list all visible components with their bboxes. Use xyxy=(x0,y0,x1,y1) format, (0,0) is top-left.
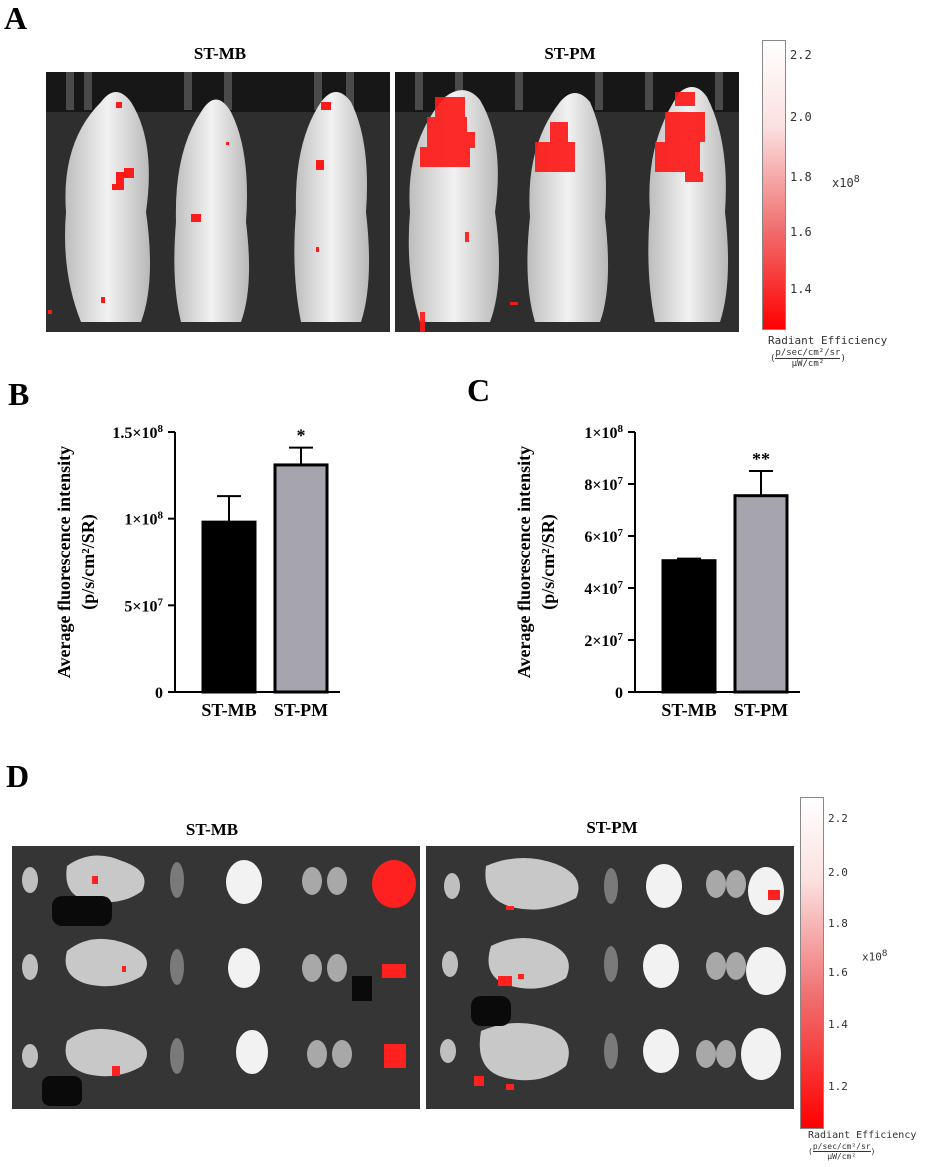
organ-image-st-pm-svg xyxy=(426,846,794,1109)
chart-c-ytick-exp-4: 7 xyxy=(618,475,624,487)
panel-d-title-mb: ST-MB xyxy=(185,820,239,839)
chart-b-xlabel-0: ST-MB xyxy=(201,700,256,720)
panel-a-scale-tick-3: 1.8 xyxy=(790,170,812,184)
chart-b-sig-1: * xyxy=(297,426,306,446)
panel-d-scale-tick-3: 1.8 xyxy=(828,917,848,930)
chart-b-bar-1 xyxy=(273,463,329,694)
panel-a-scale-label: Radiant Efficiency xyxy=(768,334,888,347)
panel-d-title-pm: ST-PM xyxy=(586,818,638,837)
chart-b-ytick-label-1: 5×107 xyxy=(124,596,163,615)
panel-d-colorbar xyxy=(800,797,824,1129)
panel-d-scale-tick-6: 1.2 xyxy=(828,1080,848,1093)
panel-a-colorbar xyxy=(762,40,786,330)
chart-c-bar-1 xyxy=(733,494,789,694)
chart-b: 0 5×107 1×108 1.5×108 ST-MB * ST-PM Average flu… xyxy=(54,423,340,720)
chart-c-ylabel-line1: Average fluorescence intensity xyxy=(514,446,534,678)
chart-b-ytick-label-3: 1.5×108 xyxy=(112,423,163,442)
chart-b-ylabel-line2: (p/s/cm²/SR) xyxy=(78,514,99,609)
chart-c: 0 2×107 4×107 6×107 8×107 1×108 ST-MB ** ST-PM Av… xyxy=(514,423,800,720)
organ-image-st-mb-svg xyxy=(12,846,420,1109)
mouse-image-st-pm xyxy=(395,72,739,332)
panel-a-scale-tick-1: 2.2 xyxy=(790,48,812,62)
panel-a-title-pm: ST-PM xyxy=(544,44,596,63)
chart-b-ytick-exp-1: 7 xyxy=(158,596,164,608)
mouse-image-st-pm-svg xyxy=(395,72,739,332)
panel-a-scale-unit: (p/sec/cm²/sr μW/cm²) xyxy=(770,348,846,369)
panel-d-scale-tick-1: 2.2 xyxy=(828,812,848,825)
chart-c-ylabel-line2: (p/s/cm²/SR) xyxy=(538,514,559,609)
panel-d-scale-tick-2: 2.0 xyxy=(828,866,848,879)
panel-d-scale-multiplier: x108 xyxy=(862,948,888,964)
chart-c-ytick-exp-5: 8 xyxy=(618,423,624,435)
chart-b-xlabel-1: ST-PM xyxy=(274,700,328,720)
chart-c-xlabel-1: ST-PM xyxy=(734,700,788,720)
organ-image-st-pm xyxy=(426,846,794,1109)
chart-b-ytick-exp-2: 8 xyxy=(158,510,164,522)
panel-a-scale-multiplier: x108 xyxy=(832,174,860,190)
chart-c-ytick-label-3: 6×107 xyxy=(584,527,623,546)
panel-d-scale-label: Radiant Efficiency xyxy=(808,1130,917,1141)
chart-c-ytick-label-2: 4×107 xyxy=(584,579,623,598)
panel-d-scale-tick-5: 1.4 xyxy=(828,1018,848,1031)
mouse-image-st-mb xyxy=(46,72,390,332)
panel-a-title-mb: ST-MB xyxy=(193,44,247,63)
chart-b-ylabel-line1: Average fluorescence intensity xyxy=(54,446,74,678)
panel-d-scale-unit: (p/sec/cm²/sr μW/cm²) xyxy=(808,1142,876,1161)
chart-c-ytick-label-0: 0 xyxy=(615,685,623,702)
chart-b-ytick-exp-3: 8 xyxy=(158,423,164,435)
panel-b-letter: B xyxy=(8,376,30,412)
chart-c-xlabel-0: ST-MB xyxy=(661,700,716,720)
panel-a-scale-tick-5: 1.4 xyxy=(790,282,812,296)
panel-c-letter: C xyxy=(467,372,491,408)
chart-c-sig-1: ** xyxy=(752,449,770,469)
panel-a-letter: A xyxy=(4,0,28,36)
panel-d-letter: D xyxy=(6,758,30,794)
chart-c-ytick-exp-1: 7 xyxy=(618,631,624,643)
chart-b-ytick-label-0: 0 xyxy=(155,685,163,702)
chart-b-ytick-label-2: 1×108 xyxy=(124,510,163,529)
organ-image-st-mb xyxy=(12,846,420,1109)
chart-c-bar-0 xyxy=(661,559,717,694)
chart-c-ytick-exp-3: 7 xyxy=(618,527,624,539)
chart-c-ytick-exp-2: 7 xyxy=(618,579,624,591)
chart-c-ytick-label-4: 8×107 xyxy=(584,475,623,494)
panel-a-scale-tick-4: 1.6 xyxy=(790,225,812,239)
chart-c-ytick-label-5: 1×108 xyxy=(584,423,623,442)
panel-d-scale-tick-4: 1.6 xyxy=(828,966,848,979)
mouse-image-st-mb-svg xyxy=(46,72,390,322)
chart-b-bar-0 xyxy=(201,520,257,694)
panel-a-scale-tick-2: 2.0 xyxy=(790,110,812,124)
chart-c-ytick-label-1: 2×107 xyxy=(584,631,623,650)
